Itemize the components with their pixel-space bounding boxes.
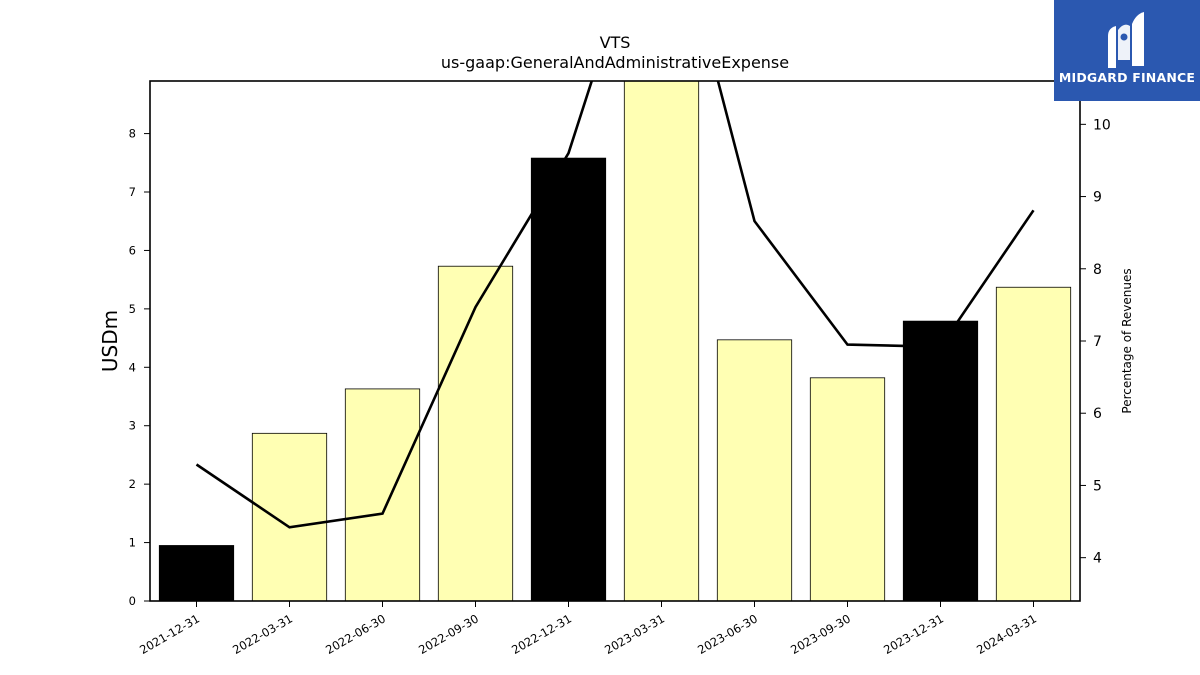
y2-tick-label: 4 (1093, 551, 1102, 567)
x-tick-label: 2023-09-30 (788, 611, 853, 657)
bar-2023-12-31 (902, 320, 979, 601)
y-tick-label: 6 (129, 243, 136, 257)
logo-mark-icon (1108, 12, 1144, 68)
y2-tick-label: 10 (1093, 117, 1111, 133)
bar-2023-03-31 (623, 81, 700, 601)
logo-text: MIDGARD FINANCE (1058, 70, 1196, 85)
x-tick-label: 2021-12-31 (137, 611, 202, 657)
y-tick-label: 2 (129, 477, 136, 491)
y2-tick-label: 7 (1093, 334, 1102, 350)
bar-2022-03-31 (251, 432, 328, 601)
y-tick-label: 3 (129, 419, 136, 433)
x-tick-label: 2023-12-31 (881, 611, 946, 657)
x-tick-label: 2024-03-31 (974, 611, 1039, 657)
y2-tick-label: 6 (1093, 406, 1102, 422)
chart-title: VTS (600, 33, 631, 52)
y2-tick-label: 5 (1093, 478, 1102, 494)
y-tick-label: 7 (129, 185, 136, 199)
bar-2022-09-30 (437, 265, 514, 601)
x-tick-label: 2023-06-30 (695, 611, 760, 657)
bar-2022-12-31 (530, 157, 607, 601)
line-series-percentage-of-revenues (195, 81, 1035, 529)
chart-subtitle: us-gaap:GeneralAndAdministrativeExpense (441, 53, 789, 72)
y2-tick-label: 9 (1093, 190, 1102, 206)
bar-group (158, 81, 1072, 601)
y-axis-label: USDm (98, 310, 122, 372)
x-tick-label: 2023-03-31 (602, 611, 667, 657)
x-tick-label: 2022-09-30 (416, 611, 481, 657)
x-tick-label: 2022-03-31 (230, 611, 295, 657)
bar-2023-06-30 (716, 339, 793, 601)
x-tick-label: 2022-06-30 (323, 611, 388, 657)
y-tick-label: 1 (129, 536, 136, 550)
bar-2021-12-31 (158, 545, 235, 601)
y-tick-label: 5 (129, 302, 136, 316)
y-tick-label: 8 (129, 127, 136, 141)
bar-2022-06-30 (344, 388, 421, 601)
y2-tick-label: 8 (1093, 262, 1102, 278)
y-tick-label: 4 (129, 360, 136, 374)
y-tick-label: 0 (129, 594, 136, 608)
y2-axis-label: Percentage of Revenues (1120, 268, 1134, 413)
bar-2024-03-31 (995, 286, 1072, 601)
x-tick-label: 2022-12-31 (509, 611, 574, 657)
bar-2023-09-30 (809, 377, 886, 601)
midgard-finance-logo: MIDGARD FINANCE (1054, 0, 1200, 101)
line-group (195, 81, 1035, 529)
